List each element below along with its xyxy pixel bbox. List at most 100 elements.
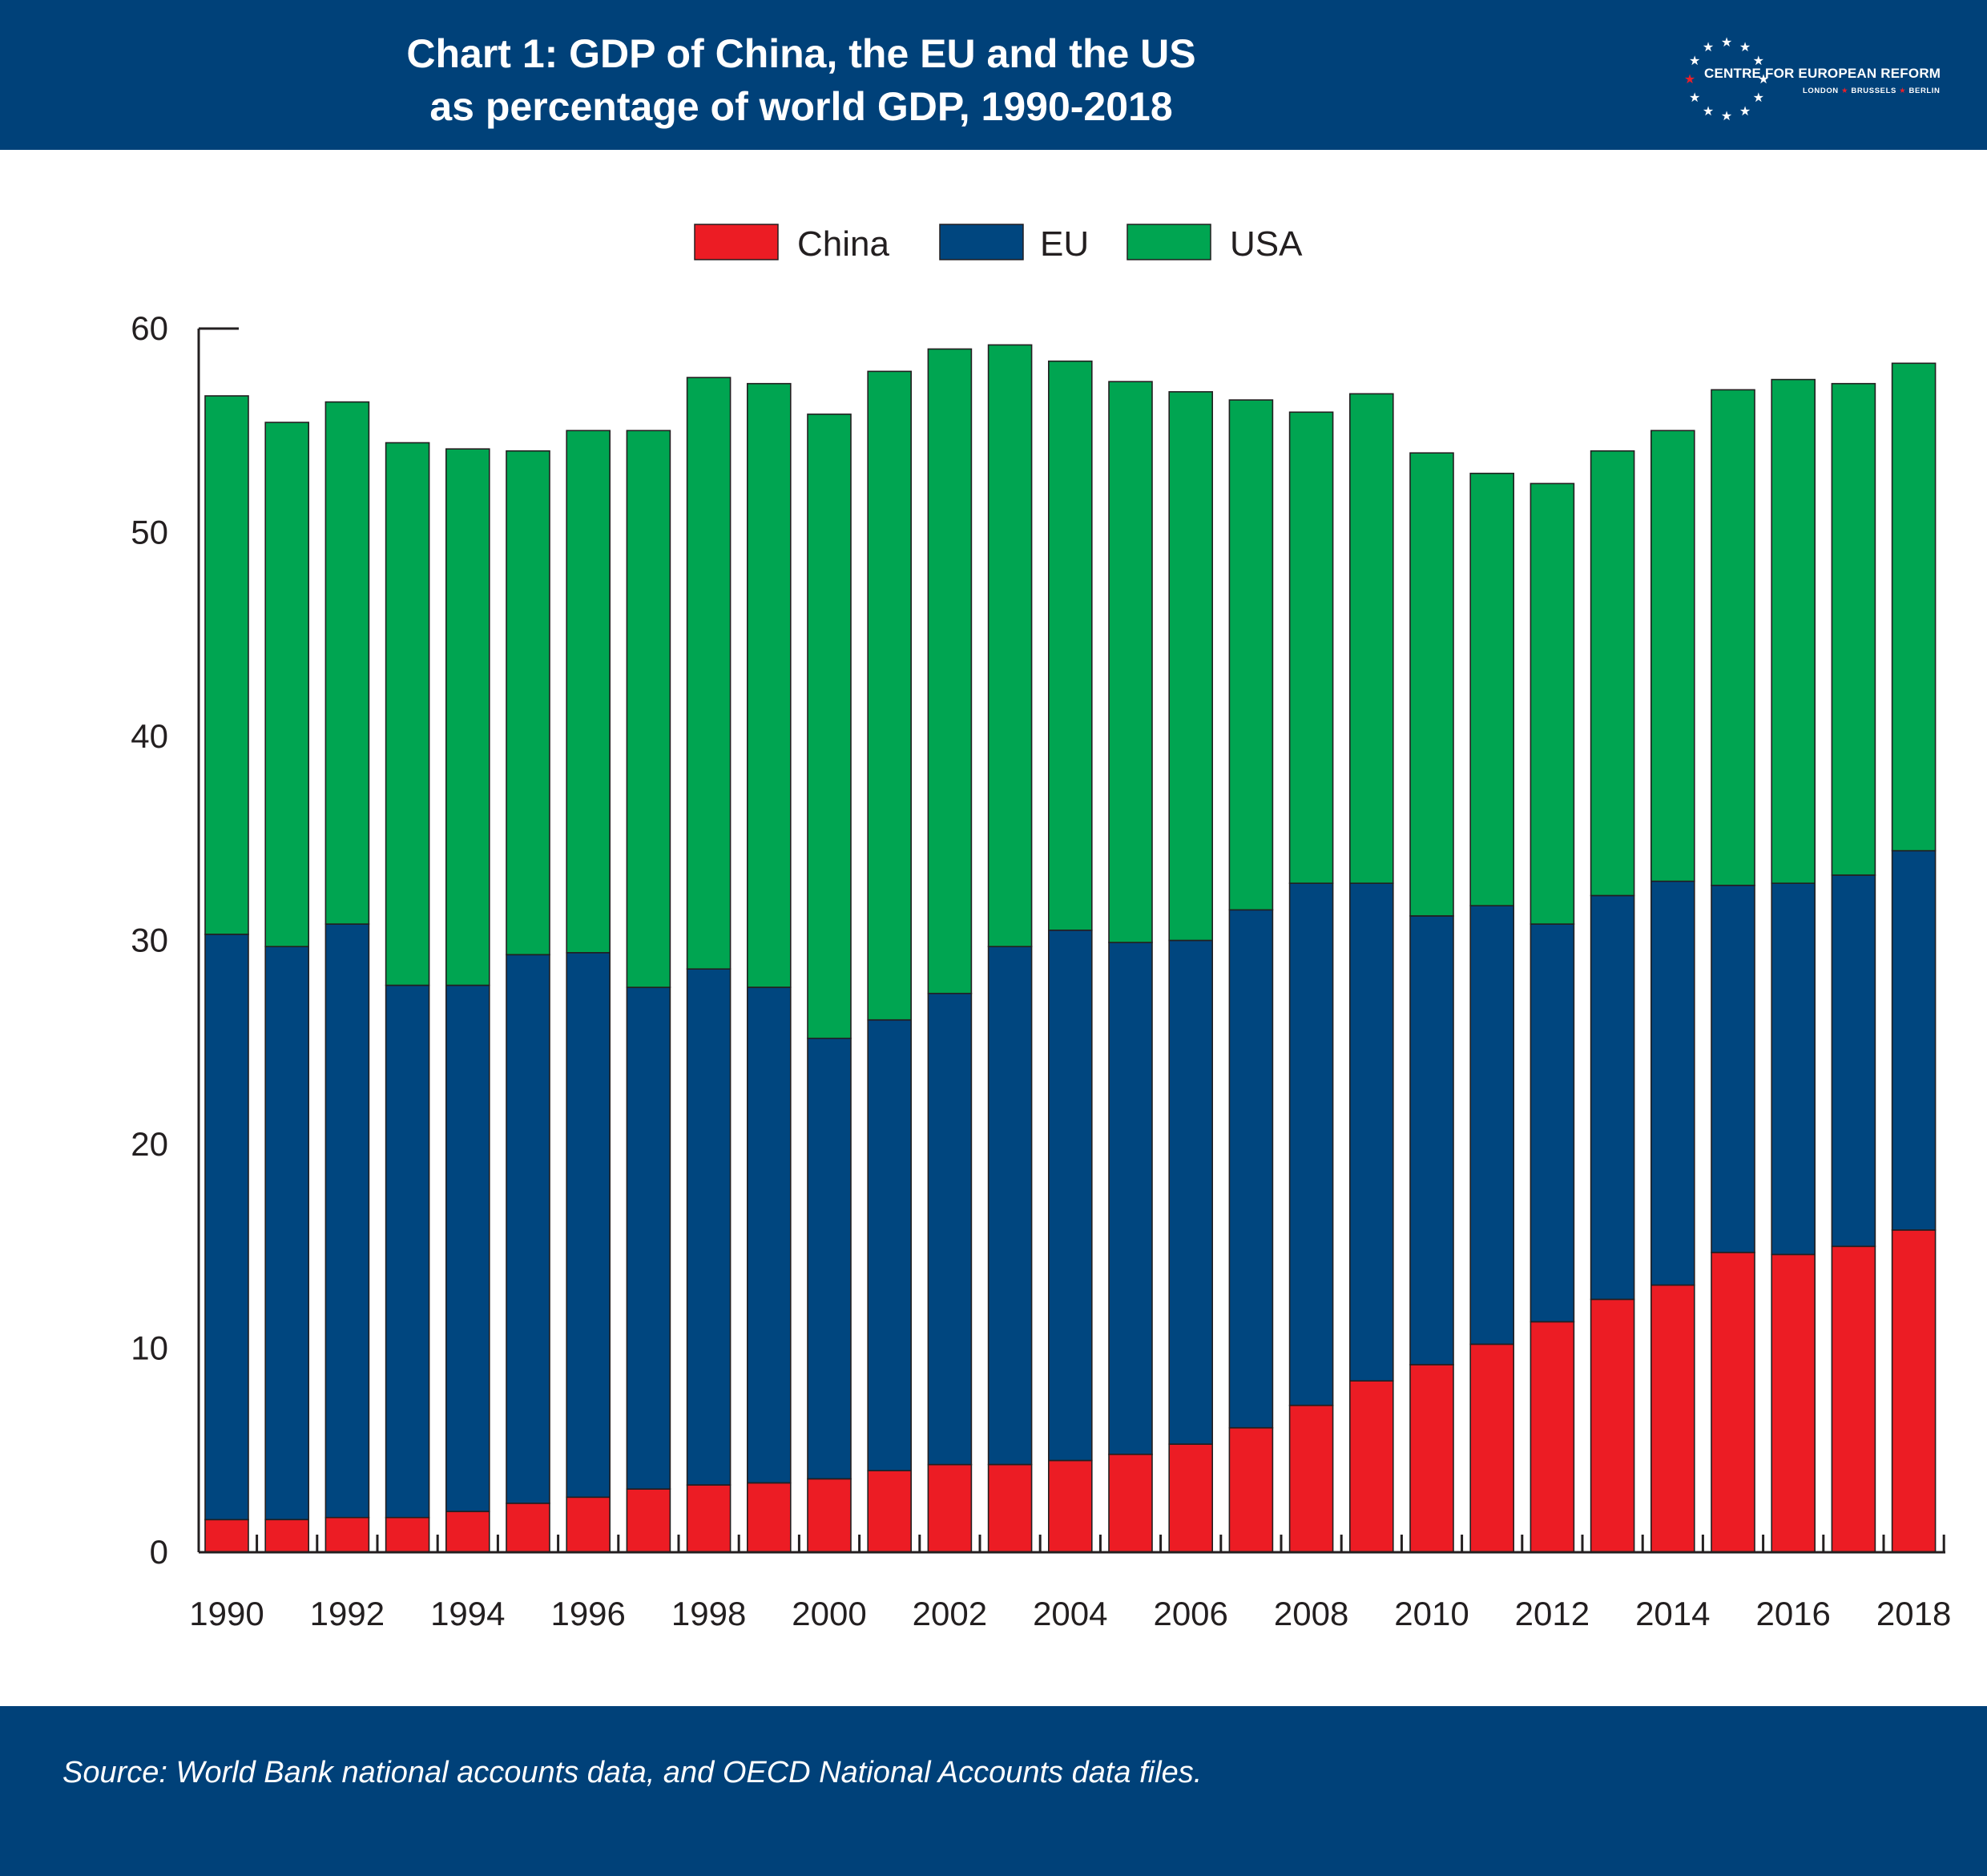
logo-separator-icon: ★ xyxy=(1841,87,1849,95)
logo-star-icon: ★ xyxy=(1721,34,1732,50)
bar-eu-2002 xyxy=(927,992,973,1466)
y-tick-label-30: 30 xyxy=(131,922,168,959)
bar-eu-2011 xyxy=(1469,905,1514,1345)
bar-china-2006 xyxy=(1168,1443,1213,1553)
bar-usa-2017 xyxy=(1831,382,1876,876)
legend-label-usa: USA xyxy=(1230,224,1303,264)
bar-eu-2010 xyxy=(1409,915,1454,1366)
bar-eu-2016 xyxy=(1771,882,1816,1256)
bar-china-2015 xyxy=(1711,1252,1755,1553)
bar-usa-2000 xyxy=(807,414,852,1039)
bar-china-1996 xyxy=(566,1496,611,1553)
x-tick-label-2018: 2018 xyxy=(1876,1595,1951,1632)
bar-china-2005 xyxy=(1108,1454,1153,1553)
bar-china-1991 xyxy=(264,1519,310,1553)
bar-eu-1991 xyxy=(264,946,310,1520)
logo-city-brussels: BRUSSELS xyxy=(1851,87,1896,95)
x-tick-label-2006: 2006 xyxy=(1153,1595,1227,1632)
bar-usa-1995 xyxy=(506,450,550,956)
x-tick-label-2002: 2002 xyxy=(913,1595,987,1632)
bar-eu-2018 xyxy=(1891,849,1937,1231)
bar-china-1997 xyxy=(626,1488,671,1553)
bar-eu-2006 xyxy=(1168,939,1213,1445)
bar-eu-1994 xyxy=(445,984,490,1512)
bar-eu-2015 xyxy=(1711,885,1755,1253)
bar-china-1992 xyxy=(324,1516,370,1553)
logo-city-london: LONDON xyxy=(1803,87,1839,95)
x-tick-label-1996: 1996 xyxy=(550,1595,625,1632)
bar-usa-2006 xyxy=(1168,391,1213,942)
y-tick-label-40: 40 xyxy=(131,717,168,755)
bars-group xyxy=(204,344,1937,1553)
source-note: Source: World Bank national accounts dat… xyxy=(62,1756,1203,1789)
bar-usa-2001 xyxy=(867,370,912,1021)
x-tick-label-2012: 2012 xyxy=(1515,1595,1590,1632)
y-tick-label-10: 10 xyxy=(131,1329,168,1367)
logo-star-icon: ★ xyxy=(1739,39,1751,54)
bar-eu-2001 xyxy=(867,1019,912,1472)
bar-usa-1996 xyxy=(566,430,611,954)
bar-china-1998 xyxy=(686,1484,732,1553)
bar-china-2012 xyxy=(1530,1321,1575,1553)
bar-usa-2007 xyxy=(1228,399,1274,911)
bar-eu-2013 xyxy=(1590,894,1635,1301)
bar-eu-2012 xyxy=(1530,923,1575,1323)
bar-eu-1999 xyxy=(746,986,792,1484)
bar-china-2008 xyxy=(1288,1405,1334,1553)
bar-eu-2004 xyxy=(1048,930,1093,1462)
bar-eu-1996 xyxy=(566,952,611,1499)
bar-china-2017 xyxy=(1831,1245,1876,1553)
x-tick-label-1992: 1992 xyxy=(310,1595,385,1632)
logo-star-icon: ★ xyxy=(1703,39,1714,54)
bar-china-2016 xyxy=(1771,1253,1816,1553)
bar-usa-2005 xyxy=(1108,381,1153,943)
bar-china-1993 xyxy=(385,1516,430,1553)
y-tick-label-60: 60 xyxy=(131,309,168,347)
bar-eu-2000 xyxy=(807,1037,852,1480)
logo-name: CENTRE FOR EUROPEAN REFORM xyxy=(1704,66,1941,81)
bar-china-2000 xyxy=(807,1478,852,1553)
bar-usa-1994 xyxy=(445,448,490,986)
legend: China EU USA xyxy=(694,224,1303,264)
bar-usa-2004 xyxy=(1048,360,1093,931)
bar-usa-2008 xyxy=(1288,411,1334,885)
bar-china-2011 xyxy=(1469,1343,1514,1553)
bar-china-2007 xyxy=(1228,1427,1274,1553)
bar-eu-2007 xyxy=(1228,909,1274,1429)
bar-usa-1999 xyxy=(746,382,792,988)
footer-bar: Source: World Bank national accounts dat… xyxy=(0,1706,1987,1876)
bar-usa-1998 xyxy=(686,377,732,970)
logo-star-icon: ★ xyxy=(1758,71,1769,87)
logo-stars-icon: ★ ★★★★★★★★★★★ xyxy=(1684,34,1769,123)
x-tick-label-2008: 2008 xyxy=(1274,1595,1348,1632)
bar-eu-2003 xyxy=(987,946,1033,1466)
bar-eu-1998 xyxy=(686,968,732,1486)
bar-china-2003 xyxy=(987,1463,1033,1553)
bar-usa-2002 xyxy=(927,348,973,994)
bar-china-1995 xyxy=(506,1503,550,1553)
legend-swatch-eu xyxy=(939,224,1024,260)
bar-eu-1990 xyxy=(204,934,249,1521)
bar-eu-1993 xyxy=(385,984,430,1519)
legend-swatch-china xyxy=(694,224,779,260)
logo-star-icon: ★ xyxy=(1753,53,1764,68)
bar-eu-1997 xyxy=(626,986,671,1490)
bar-usa-1991 xyxy=(264,422,310,947)
bar-usa-2009 xyxy=(1349,393,1394,884)
logo-star-icon: ★ xyxy=(1739,103,1751,119)
header-bar: Chart 1: GDP of China, the EU and the US… xyxy=(0,0,1987,150)
bar-eu-2017 xyxy=(1831,874,1876,1248)
logo-star-icon: ★ xyxy=(1703,103,1714,119)
bar-usa-1993 xyxy=(385,442,430,986)
bar-china-2002 xyxy=(927,1463,973,1553)
logo-star-icon: ★ xyxy=(1689,53,1700,68)
x-tick-label-2010: 2010 xyxy=(1394,1595,1469,1632)
logo-separator-icon: ★ xyxy=(1899,87,1907,95)
x-tick-label-2016: 2016 xyxy=(1755,1595,1830,1632)
bar-eu-2009 xyxy=(1349,882,1394,1382)
bar-usa-2016 xyxy=(1771,378,1816,884)
bar-china-2013 xyxy=(1590,1298,1635,1553)
x-tick-label-2014: 2014 xyxy=(1635,1595,1710,1632)
x-tick-label-1994: 1994 xyxy=(430,1595,505,1632)
bar-usa-2011 xyxy=(1469,472,1514,907)
